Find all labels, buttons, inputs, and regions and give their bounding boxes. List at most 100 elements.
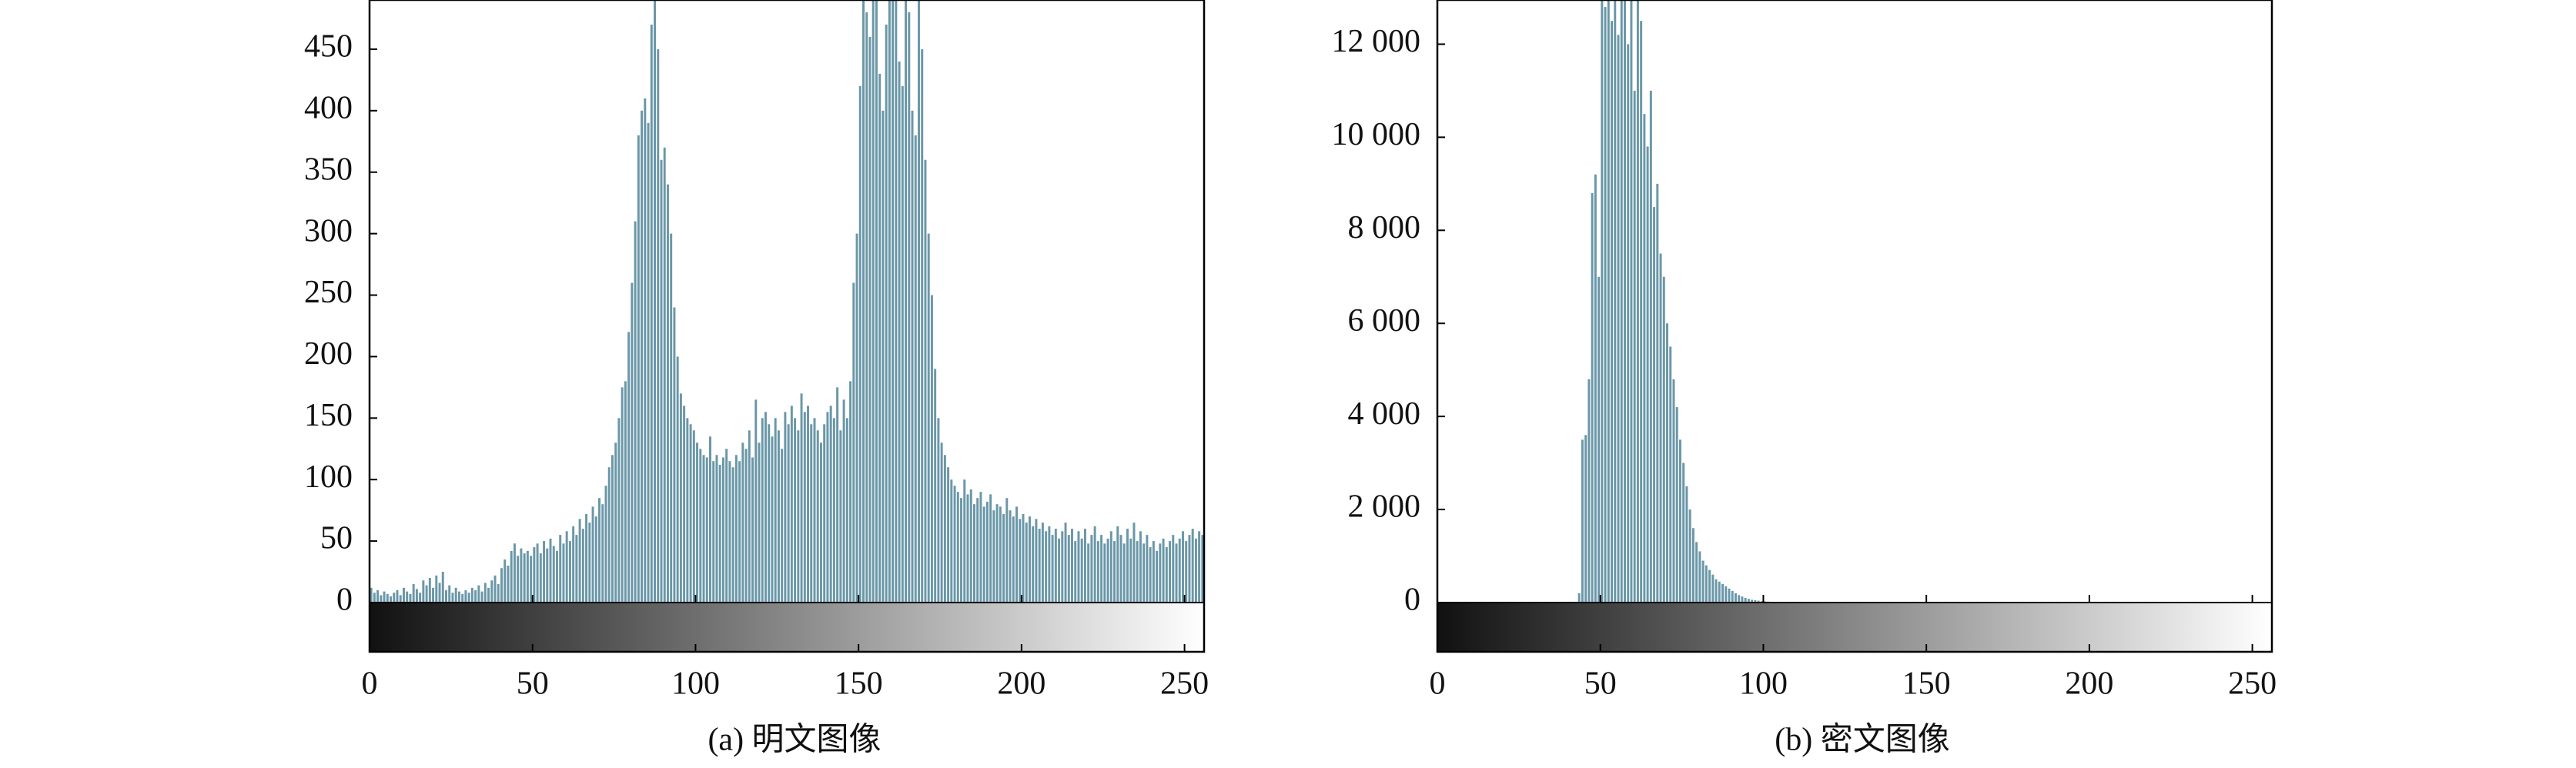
- bar: [568, 541, 571, 603]
- bar: [660, 159, 663, 603]
- bar: [1201, 535, 1204, 603]
- bar: [1116, 526, 1119, 603]
- bar: [777, 430, 780, 603]
- bar: [1077, 531, 1080, 603]
- bar: [934, 369, 937, 603]
- bar: [721, 457, 724, 603]
- bar: [918, 0, 920, 603]
- bar: [435, 575, 438, 603]
- bar: [882, 110, 885, 603]
- bar: [774, 418, 777, 603]
- bar: [966, 494, 969, 603]
- bar: [718, 465, 721, 603]
- bar: [963, 479, 966, 603]
- bar: [888, 0, 891, 603]
- bar: [744, 449, 748, 603]
- bar: [950, 479, 953, 603]
- bar: [396, 590, 399, 603]
- bar: [1054, 529, 1057, 603]
- bar: [734, 455, 738, 603]
- bar: [969, 489, 972, 603]
- bar: [849, 381, 852, 603]
- bar: [627, 332, 631, 603]
- bar: [1685, 486, 1688, 603]
- y-tick-label: 4 000: [1348, 396, 1421, 432]
- x-tick-label: 200: [997, 666, 1045, 702]
- bar: [1093, 526, 1096, 603]
- bar: [654, 0, 656, 603]
- bar: [637, 135, 640, 603]
- bar: [1669, 346, 1672, 603]
- bar: [1126, 529, 1129, 603]
- bar: [1725, 586, 1728, 603]
- bar: [594, 516, 597, 603]
- bar: [832, 418, 835, 603]
- bar: [754, 399, 758, 603]
- bar: [617, 418, 621, 603]
- bar: [1100, 535, 1103, 603]
- bar: [865, 12, 868, 603]
- bar: [631, 282, 634, 603]
- y-tick-label: 12 000: [1332, 24, 1421, 59]
- bar: [1178, 538, 1181, 603]
- bar: [1630, 0, 1633, 603]
- bar: [380, 595, 383, 603]
- bar: [960, 498, 963, 603]
- bar: [1169, 541, 1172, 603]
- x-tick-label: 50: [517, 666, 549, 702]
- bar: [1633, 90, 1636, 603]
- bar: [1181, 531, 1184, 603]
- bar: [1012, 516, 1015, 603]
- x-tick-label: 200: [2065, 666, 2113, 702]
- panel: 0 2 000 4 000 6 000 8 000 10 000 12 000 0 50 100 1…: [1332, 0, 2277, 758]
- x-tick-label: 250: [2228, 666, 2277, 702]
- bar: [464, 590, 467, 603]
- bar: [409, 593, 412, 603]
- y-tick-label: 0: [1404, 583, 1420, 618]
- bar: [1028, 516, 1031, 603]
- bar: [673, 307, 676, 603]
- bar: [1678, 439, 1681, 603]
- bar: [748, 430, 751, 603]
- bar: [624, 381, 627, 603]
- bar: [725, 449, 728, 603]
- bar: [992, 510, 995, 603]
- bar: [614, 442, 617, 603]
- bar: [1649, 90, 1652, 603]
- bar: [898, 61, 901, 603]
- bar: [989, 494, 992, 603]
- bar: [517, 556, 520, 603]
- bar: [487, 587, 490, 603]
- frame: [1436, 0, 2273, 653]
- bar: [607, 467, 611, 603]
- bar: [1022, 513, 1025, 603]
- bar: [559, 535, 562, 603]
- bar: [555, 550, 558, 603]
- bar: [1620, 0, 1623, 603]
- bar: [1653, 207, 1656, 603]
- bar: [764, 412, 767, 603]
- bar: [1090, 535, 1093, 603]
- bar: [1119, 535, 1122, 603]
- bar: [875, 0, 878, 603]
- bar: [393, 593, 396, 603]
- y-tick-label: 150: [304, 398, 353, 433]
- bar: [927, 233, 930, 603]
- bar: [543, 541, 546, 603]
- bar: [1747, 599, 1750, 603]
- bar: [862, 0, 865, 603]
- bar: [533, 547, 536, 603]
- bar: [1738, 595, 1741, 603]
- bar: [819, 442, 822, 603]
- bar: [741, 442, 744, 603]
- bar: [1640, 21, 1643, 603]
- bar: [728, 461, 731, 603]
- bar: [373, 593, 376, 603]
- bar: [647, 122, 650, 603]
- bar: [578, 519, 581, 603]
- gray-bar: [1437, 603, 2272, 652]
- bar: [536, 543, 539, 603]
- bar: [1711, 574, 1715, 603]
- bar: [823, 424, 826, 603]
- bar: [406, 591, 409, 603]
